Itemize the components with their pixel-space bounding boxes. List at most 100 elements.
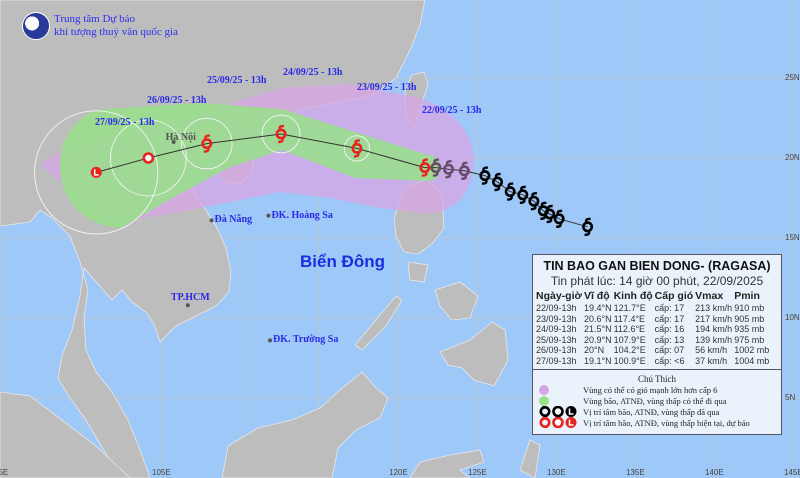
land-sulawesi [409,449,485,478]
table-cell: 1002 mb [734,345,770,355]
past-storm-position-marker [553,209,565,229]
bulletin-issued: Tin phát lúc: 14 giờ 00 phút, 22/09/2025 [550,274,764,288]
table-cell: 27/09-13h [536,355,577,366]
legend-item-forecast: Vị trí tâm bão, ATNĐ, vùng thấp hiện tại… [539,417,781,428]
table-row: 26/09-13h 20°N 104.2°E cấp: 07 56 km/h 1002 m… [536,345,771,356]
place-dot [185,303,190,308]
past-storm-position-marker [544,204,556,224]
forecast-time-label: 26/09/25 - 13h [147,95,207,106]
legend-storm-icon [539,417,551,428]
column-header: Kinh độ [613,290,653,302]
table-cell: 1004 mb [734,355,770,366]
place-label: Đà Nẵng [214,214,253,226]
column-header: Pmin [734,290,760,302]
forecast-zones [40,84,474,228]
past-storm-position-marker [517,185,529,205]
forecast-track-line [96,133,425,173]
forecast-storm-marker [275,124,287,144]
table-row: 24/09-13h 21.5°N 112.6°E cấp: 16 194 km/h 935… [536,324,771,335]
table-cell: 975 mb [734,334,765,345]
past-storm-position-marker [443,159,455,179]
forecast-time-label: 22/09/25 - 13h [422,105,482,116]
longitude-tick-label: 105E [152,468,171,477]
storm-zone [59,103,441,228]
table-cell: 23/09-13h [536,313,577,324]
forecast-storm-marker [201,134,213,153]
table-cell: cấp: 17 [654,313,685,324]
table-row: 23/09-13h 20.6°N 117.4°E cấp: 17 217 km/h 905… [536,314,771,325]
table-cell: 121.7°E [613,303,646,313]
table-cell: 22/09-13h [536,303,577,313]
legend-label: Vị trí tâm bão, ATNĐ, vùng thấp đã qua [583,406,720,417]
column-header: Cấp gió [654,290,694,302]
table-cell: 117.4°E [613,313,646,324]
forecast-time-label: 23/09/25 - 13h [357,82,417,93]
table-cell: cấp: 16 [654,324,685,334]
legend-item-storm-zone: Vùng bão, ATNĐ, vùng thấp có thể đi qua [539,395,781,406]
place-dots [171,140,273,343]
place-label: ĐK. Hoàng Sa [271,209,333,221]
place-label: TP.HCM [170,292,210,304]
longitude-tick-label: 145E [784,468,800,477]
table-cell: 910 mb [734,303,765,313]
forecast-time-label: 27/09/25 - 13h [95,117,155,128]
legend-item-strong-wind: Vùng có thể có gió mạnh lớn hơn cấp 6 [539,384,781,395]
column-header: Ngày-giờ [536,290,582,302]
legend-label: Vùng có thể có gió mạnh lớn hơn cấp 6 [583,384,718,395]
legend-item-past: Vị trí tâm bão, ATNĐ, vùng thấp đã qua [539,406,781,417]
red-markers-icon [539,417,577,428]
land-small-islands [519,439,541,478]
legend-storm-icon [539,406,551,417]
sea-label: Biển Đông [300,252,385,271]
table-row: 25/09-13h 20.9°N 107.9°E cấp: 13 139 km/h 975… [536,335,771,346]
uncertainty-circle [109,119,187,197]
table-cell: cấp: 07 [654,345,685,355]
table-cell: 905 mb [734,313,765,324]
longitude-tick-label: 130E [547,468,566,477]
place-label: ĐK. Trường Sa [273,334,339,346]
land [0,0,541,478]
table-cell: 139 km/h [695,334,733,345]
column-header: Vmax [695,290,724,302]
past-storm-position-marker [528,191,540,211]
table-cell: 112.6°E [613,324,646,334]
bulletin-title: TIN BAO GAN BIEN DONG- (RAGASA) [543,259,771,273]
land-palawan [354,295,403,351]
table-cell: 20°N [583,345,605,355]
latitude-tick-label: 5N [785,393,796,402]
past-storm-position-marker [504,182,516,201]
table-row: 27/09-13h 19.1°N 100.9°E cấp: <6 37 km/h 1004… [536,356,771,367]
table-cell: 217 km/h [695,313,733,324]
past-track-line [424,167,588,228]
table-cell: 20.6°N [583,313,612,324]
legend-depression-icon [552,417,564,428]
past-storm-position-marker [479,166,491,185]
legend-title: Chú Thích [637,374,677,384]
uncertainty-circle [34,110,159,235]
black-markers-icon [539,406,577,417]
uncertainty-circle [343,135,371,162]
purple-area-swatch [539,384,549,395]
land-sumatra [0,391,131,478]
uncertainty-circle [181,117,233,170]
legend-label: Vùng bão, ATNĐ, vùng thấp có thể đi qua [583,395,727,406]
past-storm-position-marker [430,158,442,177]
table-cell: 20.9°N [583,334,612,345]
table-cell: cấp: 17 [654,303,685,313]
longitude-tick-label: 125E [468,468,487,477]
agency-name-line1: Trung tâm Dự báo [54,13,136,25]
legend-low-icon [565,417,577,428]
table-row: 22/09-13h 19.4°N 121.7°E cấp: 17 213 km/h 910… [536,303,771,314]
table-cell: 194 km/h [695,324,733,334]
table-cell: 19.1°N [583,355,612,366]
longitude-tick-label: 95E [0,468,9,477]
legend-panel: Chú Thích Vùng có thể có gió mạnh lớn hơ… [532,369,782,435]
place-dot [266,213,271,218]
past-storm-position-marker [582,217,594,237]
uncertainty-circle [261,114,301,154]
latitude-tick-label: 25N [785,73,800,82]
past-storm-position-marker [458,161,470,181]
place-dot [171,140,176,144]
table-cell: 25/09-13h [536,334,577,345]
